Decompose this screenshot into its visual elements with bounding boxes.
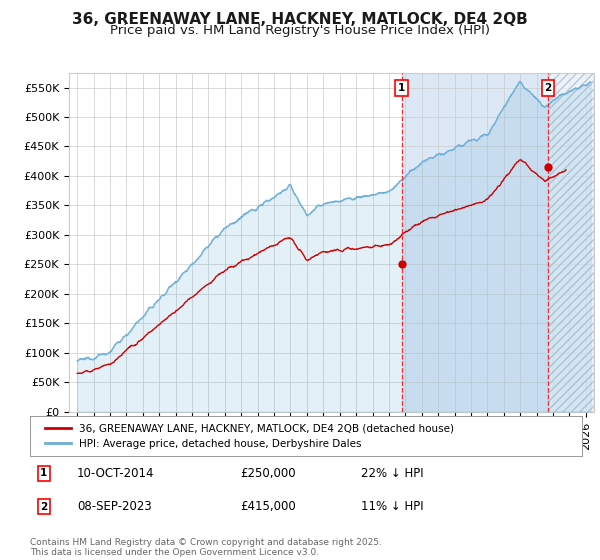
Text: 10-OCT-2014: 10-OCT-2014 bbox=[77, 467, 154, 480]
Text: 1: 1 bbox=[398, 83, 405, 93]
Text: 2: 2 bbox=[544, 83, 551, 93]
Legend: 36, GREENAWAY LANE, HACKNEY, MATLOCK, DE4 2QB (detached house), HPI: Average pri: 36, GREENAWAY LANE, HACKNEY, MATLOCK, DE… bbox=[41, 419, 458, 453]
Text: 1: 1 bbox=[40, 468, 47, 478]
Bar bbox=[401, 73, 594, 412]
Text: £250,000: £250,000 bbox=[240, 467, 295, 480]
Text: £415,000: £415,000 bbox=[240, 500, 296, 514]
Bar bbox=[548, 73, 594, 412]
Text: 2: 2 bbox=[40, 502, 47, 512]
Text: Price paid vs. HM Land Registry's House Price Index (HPI): Price paid vs. HM Land Registry's House … bbox=[110, 24, 490, 37]
Text: 08-SEP-2023: 08-SEP-2023 bbox=[77, 500, 152, 514]
Text: 22% ↓ HPI: 22% ↓ HPI bbox=[361, 467, 424, 480]
Text: 36, GREENAWAY LANE, HACKNEY, MATLOCK, DE4 2QB: 36, GREENAWAY LANE, HACKNEY, MATLOCK, DE… bbox=[72, 12, 528, 27]
Text: 11% ↓ HPI: 11% ↓ HPI bbox=[361, 500, 424, 514]
Text: Contains HM Land Registry data © Crown copyright and database right 2025.
This d: Contains HM Land Registry data © Crown c… bbox=[30, 538, 382, 557]
Bar bbox=[548, 73, 594, 412]
